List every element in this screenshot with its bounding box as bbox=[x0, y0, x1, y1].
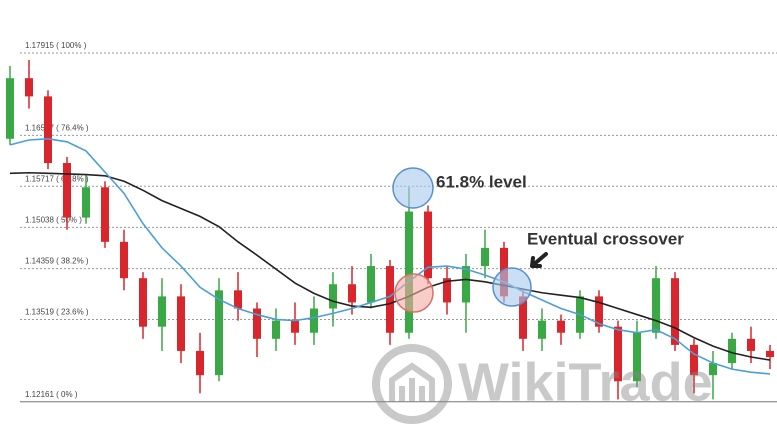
candle-body bbox=[557, 320, 565, 333]
candle-body bbox=[728, 338, 736, 364]
candle-body bbox=[481, 247, 489, 267]
candle-body bbox=[82, 187, 90, 218]
moving-average bbox=[9, 171, 771, 361]
candle-body bbox=[747, 338, 755, 351]
fib-level-label: 1.13519 ( 23.6% ) bbox=[25, 308, 89, 317]
fib-level-label: 1.16557 ( 76.4% ) bbox=[25, 123, 89, 132]
candle-body bbox=[519, 296, 527, 339]
arrow bbox=[530, 252, 548, 268]
watermark-logo bbox=[389, 362, 435, 402]
candle-body bbox=[63, 163, 71, 218]
candle-body bbox=[595, 296, 603, 327]
annotation: Eventual crossover bbox=[527, 229, 684, 248]
candle-body bbox=[538, 320, 546, 339]
watermark: WikiTrade bbox=[372, 344, 713, 424]
candle-body bbox=[633, 332, 641, 382]
moving-average bbox=[9, 137, 771, 375]
candle-body bbox=[234, 290, 242, 309]
candle-body bbox=[139, 278, 147, 327]
watermark-text: WikiTrade bbox=[458, 352, 713, 412]
candle-body bbox=[652, 278, 660, 333]
fib-level-label: 1.15038 ( 50% ) bbox=[25, 216, 82, 225]
candle-body bbox=[386, 266, 394, 333]
candle-body bbox=[424, 211, 432, 279]
candle-body bbox=[158, 296, 166, 327]
candle-body bbox=[291, 320, 299, 333]
fib-level-label: 1.14359 ( 38.2% ) bbox=[25, 257, 89, 266]
candle-body bbox=[443, 278, 451, 303]
fib-level-label: 1.15717 ( 61.8% ) bbox=[25, 174, 89, 183]
highlight-circle bbox=[492, 267, 532, 307]
candle-body bbox=[25, 78, 33, 97]
candle-body bbox=[120, 241, 128, 279]
candle-body bbox=[348, 284, 356, 303]
annotation: 61.8% level bbox=[436, 172, 527, 191]
candle-body bbox=[671, 278, 679, 345]
highlight-circle bbox=[394, 273, 434, 313]
candle-body bbox=[253, 308, 261, 339]
candle-body bbox=[690, 344, 698, 376]
candle-body bbox=[367, 266, 375, 303]
candle-body bbox=[101, 187, 109, 242]
candle-body bbox=[272, 320, 280, 339]
candle-body bbox=[462, 266, 470, 303]
candle-body bbox=[6, 78, 14, 139]
candle-body bbox=[614, 326, 622, 382]
candle-body bbox=[44, 96, 52, 164]
candle-body bbox=[405, 211, 413, 333]
candle-body bbox=[709, 363, 717, 376]
candle-body bbox=[329, 284, 337, 309]
candle-body bbox=[196, 350, 204, 376]
candle-body bbox=[177, 296, 185, 351]
watermark-logo bbox=[372, 344, 452, 424]
highlight-circle bbox=[392, 167, 434, 209]
candle-body bbox=[215, 290, 223, 376]
candle-body bbox=[766, 350, 774, 357]
fib-level-label: 1.17915 ( 100% ) bbox=[25, 41, 87, 50]
fib-level-label: 1.12161 ( 0% ) bbox=[25, 390, 78, 399]
candle-body bbox=[310, 308, 318, 333]
